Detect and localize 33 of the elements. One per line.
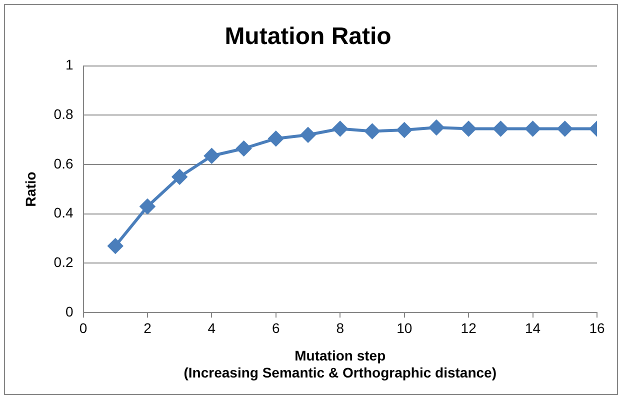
x-tick-label: 14 [524, 320, 541, 336]
point [300, 127, 316, 142]
y-axis-title: Ratio [22, 172, 38, 207]
point [108, 238, 123, 254]
y-tick-label: 0.6 [54, 155, 74, 172]
point [140, 198, 155, 214]
y-tick-label: 1 [65, 56, 74, 73]
point [236, 140, 252, 156]
x-tick-label: 12 [460, 320, 477, 336]
point [396, 122, 412, 138]
y-tick-label: 0.2 [54, 254, 74, 270]
point [461, 121, 476, 136]
point [428, 120, 444, 135]
y-tick-label: 0.4 [54, 204, 74, 221]
point [204, 148, 220, 164]
y-tick-label: 0 [65, 303, 74, 320]
x-axis-title: Mutation step (Increasing Semantic & Orthographic distance) [184, 348, 497, 380]
x-tick-label: 6 [272, 320, 280, 336]
x-tick-label: 8 [336, 320, 344, 336]
y-tick-label: 0.8 [54, 106, 74, 122]
x-tick-label: 16 [589, 320, 605, 336]
x-tick-label: 10 [396, 320, 412, 336]
point [493, 121, 508, 136]
point [268, 131, 284, 146]
point [364, 124, 380, 139]
point [525, 121, 540, 136]
point [332, 121, 348, 136]
point [172, 169, 188, 184]
x-tick-label: 2 [144, 320, 152, 336]
point [557, 121, 572, 136]
chart-title: Mutation Ratio [224, 23, 392, 50]
x-tick-label: 4 [208, 320, 216, 336]
x-tick-label: 0 [79, 320, 88, 336]
